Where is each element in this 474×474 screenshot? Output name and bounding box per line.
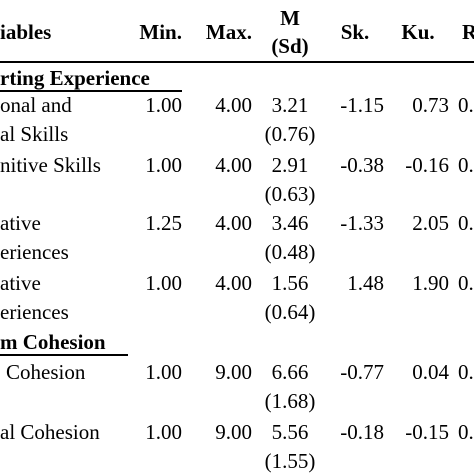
- section-title-1: rting Experience: [0, 66, 150, 90]
- row-label: ative: [0, 271, 41, 295]
- cell-last: 0.: [458, 360, 474, 384]
- row-label: onal and: [0, 93, 72, 117]
- cell-sd: (1.55): [264, 449, 316, 473]
- cell-sd: (0.63): [264, 182, 316, 206]
- cell-kurt: 0.73: [412, 93, 449, 117]
- row-label: al Cohesion: [0, 420, 100, 444]
- cell-last: 0.: [458, 271, 474, 295]
- cell-kurt: 0.04: [412, 360, 449, 384]
- cell-sd: (1.68): [264, 389, 316, 413]
- cell-mean: 5.56: [271, 420, 309, 444]
- cell-sd: (0.76): [264, 122, 316, 146]
- cell-min: 1.00: [145, 271, 182, 295]
- cell-skew: -0.18: [340, 420, 384, 444]
- row-label: eriences: [0, 240, 69, 264]
- cell-last: 0.: [458, 153, 474, 177]
- row-label: ative: [0, 211, 41, 235]
- cell-kurt: -0.16: [405, 153, 449, 177]
- section-title-2: m Cohesion: [0, 330, 106, 354]
- cell-mean: 6.66: [271, 360, 309, 384]
- cell-skew: -1.33: [340, 211, 384, 235]
- header-max: Max.: [205, 20, 252, 44]
- cell-kurt: 2.05: [412, 211, 449, 235]
- cell-max: 4.00: [215, 153, 252, 177]
- cell-sd: (0.48): [264, 240, 316, 264]
- cell-min: 1.25: [145, 211, 182, 235]
- cell-min: 1.00: [145, 153, 182, 177]
- cell-last: 0.: [458, 420, 474, 444]
- header-kurt: Ku.: [401, 20, 435, 44]
- header-last: R: [462, 20, 474, 44]
- header-variables: iables: [0, 20, 52, 44]
- section-underline-2: [0, 354, 128, 356]
- cell-skew: 1.48: [347, 271, 384, 295]
- cell-sd: (0.64): [264, 300, 316, 324]
- cell-min: 1.00: [145, 360, 182, 384]
- cell-max: 4.00: [215, 93, 252, 117]
- header-rule: [0, 61, 474, 63]
- cell-mean: 3.46: [271, 211, 309, 235]
- cell-max: 4.00: [215, 271, 252, 295]
- row-label: eriences: [0, 300, 69, 324]
- cell-skew: -1.15: [340, 93, 384, 117]
- row-label: nitive Skills: [0, 153, 101, 177]
- row-label: Cohesion: [6, 360, 86, 384]
- cell-last: 0.: [458, 211, 474, 235]
- header-mean: M: [280, 6, 300, 30]
- cell-min: 1.00: [145, 420, 182, 444]
- cell-last: 0.: [458, 93, 474, 117]
- header-sd: (Sd): [271, 34, 309, 58]
- cell-max: 4.00: [215, 211, 252, 235]
- section-underline-1: [0, 90, 182, 92]
- cell-skew: -0.38: [340, 153, 384, 177]
- cell-mean: 2.91: [271, 153, 309, 177]
- cell-kurt: 1.90: [412, 271, 449, 295]
- header-min: Min.: [139, 20, 182, 44]
- cell-max: 9.00: [215, 360, 252, 384]
- header-skew: Sk.: [340, 20, 370, 44]
- cell-mean: 3.21: [271, 93, 309, 117]
- row-label: al Skills: [0, 122, 69, 146]
- cell-min: 1.00: [145, 93, 182, 117]
- cell-mean: 1.56: [271, 271, 309, 295]
- cell-max: 9.00: [215, 420, 252, 444]
- cell-skew: -0.77: [340, 360, 384, 384]
- cell-kurt: -0.15: [405, 420, 449, 444]
